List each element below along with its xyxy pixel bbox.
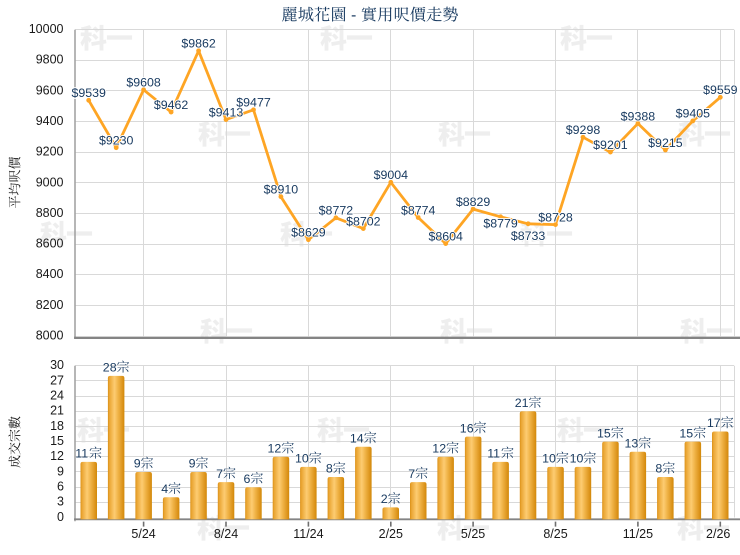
- svg-text:21: 21: [50, 404, 64, 418]
- svg-text:6: 6: [244, 472, 251, 486]
- svg-text:10: 10: [542, 452, 556, 466]
- svg-text:$8910: $8910: [264, 183, 299, 197]
- svg-text:8/24: 8/24: [214, 527, 238, 541]
- svg-text:$9405: $9405: [676, 107, 711, 121]
- svg-text:9: 9: [189, 457, 196, 471]
- svg-text:$9388: $9388: [621, 109, 656, 123]
- svg-text:24: 24: [50, 389, 64, 403]
- svg-text:11/24: 11/24: [293, 527, 323, 541]
- svg-text:$9230: $9230: [99, 134, 134, 148]
- svg-text:21: 21: [515, 396, 529, 410]
- svg-text:2/26: 2/26: [706, 527, 730, 541]
- svg-text:9200: 9200: [36, 145, 64, 159]
- svg-text:0: 0: [57, 510, 64, 524]
- svg-text:13: 13: [625, 437, 639, 451]
- svg-text:12: 12: [432, 442, 446, 456]
- svg-text:27: 27: [50, 373, 64, 387]
- svg-text:-: -: [351, 7, 356, 24]
- svg-text:9400: 9400: [36, 114, 64, 128]
- svg-text:10000: 10000: [29, 22, 64, 36]
- svg-text:28: 28: [103, 361, 117, 375]
- svg-text:$9215: $9215: [648, 136, 683, 150]
- svg-text:9800: 9800: [36, 53, 64, 67]
- svg-text:15: 15: [597, 426, 611, 440]
- svg-text:8: 8: [326, 462, 333, 476]
- svg-text:12: 12: [268, 442, 282, 456]
- svg-text:2: 2: [381, 492, 388, 506]
- svg-text:$9539: $9539: [71, 86, 106, 100]
- svg-text:$8728: $8728: [538, 210, 573, 224]
- svg-text:5/25: 5/25: [461, 527, 485, 541]
- svg-text:8800: 8800: [36, 206, 64, 220]
- svg-text:$8604: $8604: [428, 229, 463, 243]
- svg-text:$9477: $9477: [236, 96, 271, 110]
- svg-text:4: 4: [161, 482, 168, 496]
- svg-text:9: 9: [134, 457, 141, 471]
- svg-text:7: 7: [408, 467, 415, 481]
- svg-text:5/24: 5/24: [131, 527, 155, 541]
- svg-text:$8702: $8702: [346, 214, 381, 228]
- svg-text:15: 15: [50, 434, 64, 448]
- svg-text:6: 6: [57, 480, 64, 494]
- svg-text:$9862: $9862: [181, 37, 216, 51]
- svg-text:12: 12: [50, 449, 64, 463]
- svg-text:8000: 8000: [36, 329, 64, 343]
- svg-text:15: 15: [679, 426, 693, 440]
- svg-text:8400: 8400: [36, 267, 64, 281]
- svg-text:$9298: $9298: [566, 123, 601, 137]
- svg-text:8: 8: [655, 462, 662, 476]
- svg-text:9600: 9600: [36, 83, 64, 97]
- svg-text:17: 17: [707, 416, 721, 430]
- svg-text:$8779: $8779: [483, 216, 518, 230]
- svg-text:18: 18: [50, 419, 64, 433]
- svg-text:$8733: $8733: [511, 229, 546, 243]
- svg-text:$8829: $8829: [456, 195, 491, 209]
- svg-text:3: 3: [57, 495, 64, 509]
- svg-text:10: 10: [295, 452, 309, 466]
- svg-text:$9201: $9201: [593, 138, 628, 152]
- svg-text:$9462: $9462: [154, 98, 189, 112]
- svg-text:$9559: $9559: [703, 83, 738, 97]
- svg-text:7: 7: [216, 467, 223, 481]
- svg-text:11/25: 11/25: [623, 527, 653, 541]
- svg-text:$8774: $8774: [401, 203, 436, 217]
- svg-text:8/25: 8/25: [543, 527, 567, 541]
- svg-text:$8629: $8629: [291, 226, 326, 240]
- svg-text:2/25: 2/25: [379, 527, 403, 541]
- svg-text:9: 9: [57, 464, 64, 478]
- svg-text:$9004: $9004: [374, 168, 409, 182]
- svg-text:$9413: $9413: [209, 105, 244, 119]
- svg-text:11: 11: [75, 447, 88, 461]
- svg-text:8600: 8600: [36, 237, 64, 251]
- svg-text:10: 10: [570, 452, 584, 466]
- svg-text:$8772: $8772: [319, 204, 354, 218]
- svg-text:14: 14: [350, 431, 364, 445]
- svg-text:9000: 9000: [36, 175, 64, 189]
- svg-text:$9608: $9608: [126, 76, 161, 90]
- svg-text:11: 11: [487, 447, 500, 461]
- svg-text:30: 30: [50, 358, 64, 372]
- svg-text:8200: 8200: [36, 298, 64, 312]
- svg-text:16: 16: [460, 421, 474, 435]
